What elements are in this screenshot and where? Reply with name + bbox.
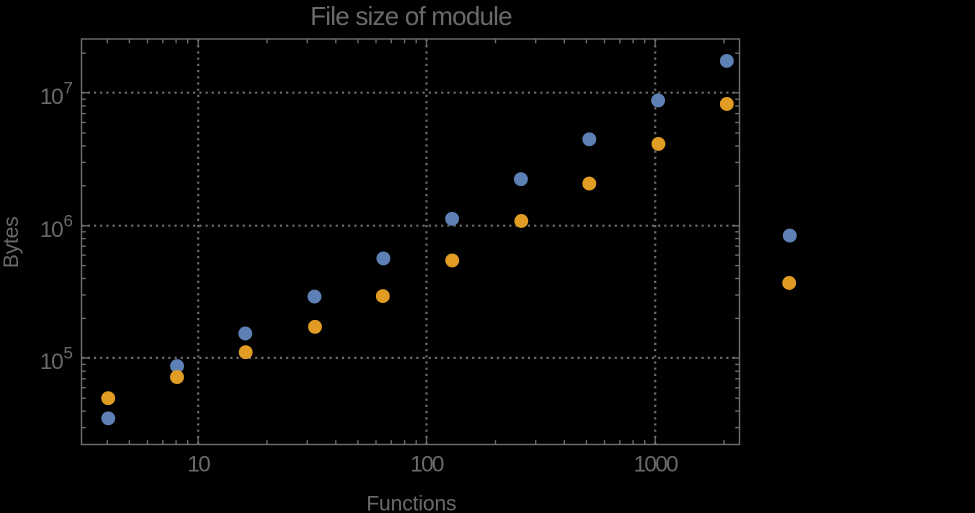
svg-text:6: 6 <box>64 212 73 231</box>
svg-text:10: 10 <box>187 451 210 476</box>
svg-text:10: 10 <box>40 217 63 242</box>
svg-text:7: 7 <box>64 79 73 98</box>
svg-text:10: 10 <box>40 349 63 374</box>
svg-text:10: 10 <box>40 84 63 109</box>
svg-text:Functions: Functions <box>366 492 456 513</box>
svg-text:File size of module: File size of module <box>310 1 512 31</box>
svg-text:100: 100 <box>410 451 444 476</box>
svg-text:1000: 1000 <box>634 451 678 476</box>
svg-text:5: 5 <box>64 344 73 363</box>
svg-text:Bytes: Bytes <box>0 217 23 269</box>
